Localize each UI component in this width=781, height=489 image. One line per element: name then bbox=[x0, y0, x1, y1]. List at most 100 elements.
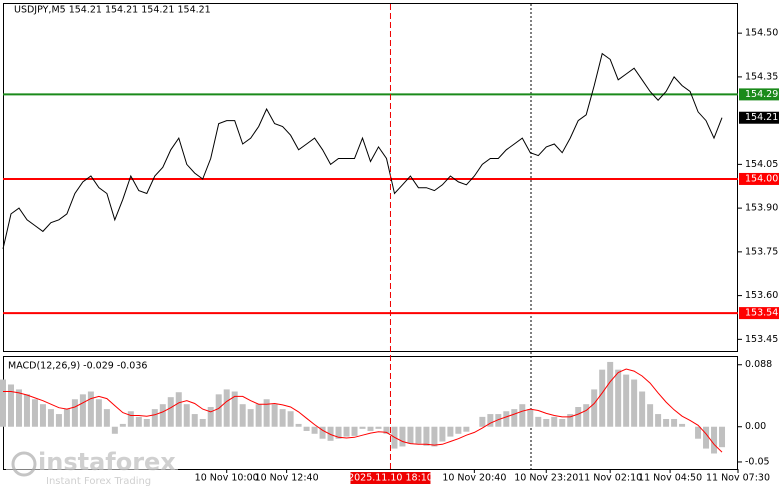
histogram-bar bbox=[63, 409, 70, 427]
level-label: 154.00 bbox=[745, 173, 778, 184]
histogram-bar bbox=[679, 423, 686, 427]
price-label: 154.21 bbox=[745, 112, 778, 123]
histogram-bar bbox=[671, 418, 678, 427]
y-tick-label: 154.35 bbox=[745, 71, 778, 82]
histogram-bar bbox=[479, 416, 486, 427]
histogram-bar bbox=[487, 414, 494, 427]
histogram-bar bbox=[71, 399, 78, 427]
y-tick-label: 153.60 bbox=[745, 290, 778, 301]
watermark-logo bbox=[11, 451, 37, 477]
histogram-bar bbox=[399, 426, 406, 447]
histogram-bar bbox=[551, 416, 558, 427]
histogram-bar bbox=[591, 389, 598, 427]
histogram-bar bbox=[511, 409, 518, 427]
y-tick-label: 153.45 bbox=[745, 334, 778, 345]
histogram-bar bbox=[295, 423, 302, 427]
histogram-bar bbox=[239, 404, 246, 427]
histogram-bar bbox=[711, 426, 718, 454]
histogram-bar bbox=[39, 404, 46, 427]
histogram-bar bbox=[7, 384, 14, 427]
histogram-bar bbox=[103, 409, 110, 427]
histogram-bar bbox=[327, 426, 334, 441]
histogram-bar bbox=[519, 404, 526, 427]
histogram-bar bbox=[111, 426, 118, 434]
histogram-bar bbox=[503, 411, 510, 427]
histogram-bar bbox=[415, 426, 422, 444]
histogram-bar bbox=[183, 404, 190, 427]
histogram-bar bbox=[567, 414, 574, 427]
histogram-bar bbox=[575, 407, 582, 427]
x-tick-label: 10 Nov 10:00 bbox=[195, 473, 259, 484]
x-tick-label: 10 Nov 23:20 bbox=[514, 473, 578, 484]
histogram-bar bbox=[159, 404, 166, 427]
histogram-bar bbox=[695, 426, 702, 439]
histogram-bar bbox=[343, 426, 350, 437]
histogram-bar bbox=[495, 414, 502, 427]
histogram-bar bbox=[87, 391, 94, 427]
histogram-bar bbox=[319, 426, 326, 439]
histogram-bar bbox=[599, 369, 606, 427]
histogram-bar bbox=[447, 426, 454, 437]
y-tick-label: 154.05 bbox=[745, 159, 778, 170]
histogram-bar bbox=[247, 409, 254, 427]
histogram-bar bbox=[223, 389, 230, 427]
level-tag bbox=[739, 307, 779, 320]
x-tick-label: 11 Nov 02:10 bbox=[578, 473, 642, 484]
y-tick-label: 153.75 bbox=[745, 246, 778, 257]
histogram-bar bbox=[151, 409, 158, 427]
histogram-bar bbox=[527, 409, 534, 427]
signal-line bbox=[3, 368, 723, 453]
watermark-brand: instaforex bbox=[38, 448, 176, 476]
histogram-bar bbox=[423, 426, 430, 446]
histogram-bar bbox=[199, 418, 206, 427]
histogram-bar bbox=[231, 391, 238, 427]
histogram-bar bbox=[367, 426, 374, 431]
histogram-bar bbox=[559, 418, 566, 427]
histogram-bar bbox=[143, 418, 150, 427]
y-tick-label: -0.05 bbox=[745, 456, 770, 467]
cursor-tag bbox=[350, 472, 431, 484]
histogram-bar bbox=[615, 369, 622, 427]
histogram-bar bbox=[47, 409, 54, 427]
histogram-bar bbox=[543, 418, 550, 427]
histogram-bar bbox=[15, 389, 22, 427]
y-tick-label: 0.088 bbox=[745, 359, 772, 370]
histogram-bar bbox=[535, 416, 542, 427]
histogram-bar bbox=[375, 426, 382, 429]
histogram-bar bbox=[215, 394, 222, 427]
watermark: instaforex Instant Forex Trading bbox=[6, 447, 178, 487]
histogram-bar bbox=[31, 399, 38, 427]
y-tick-label: 0.00 bbox=[745, 421, 766, 432]
histogram-bar bbox=[351, 426, 358, 436]
histogram-bar bbox=[79, 394, 86, 427]
histogram-bar bbox=[255, 404, 262, 427]
watermark-tagline: Instant Forex Trading bbox=[46, 476, 151, 487]
histogram-bar bbox=[335, 426, 342, 439]
histogram-bar bbox=[271, 404, 278, 427]
histogram-bar bbox=[23, 394, 30, 427]
histogram-bar bbox=[463, 426, 470, 432]
cursor-label: 2025.11.10 18:10 bbox=[348, 473, 433, 484]
histogram-bar bbox=[607, 361, 614, 427]
x-tick-label: 10 Nov 20:40 bbox=[442, 473, 506, 484]
histogram-bar bbox=[119, 423, 126, 427]
histogram-bar bbox=[287, 411, 294, 427]
histogram-bar bbox=[407, 426, 414, 444]
histogram-bar bbox=[191, 414, 198, 427]
histogram-bar bbox=[207, 407, 214, 427]
x-tick-label: 11 Nov 04:50 bbox=[638, 473, 702, 484]
level-label: 154.29 bbox=[745, 89, 778, 100]
histogram-bar bbox=[639, 391, 646, 427]
histogram-bar bbox=[135, 416, 142, 427]
histogram-bar bbox=[0, 379, 6, 427]
histogram-bar bbox=[431, 426, 438, 447]
x-tick-label: 10 Nov 12:40 bbox=[255, 473, 319, 484]
x-tick-label: 11 Nov 07:30 bbox=[706, 473, 770, 484]
histogram-bar bbox=[127, 411, 134, 427]
histogram-bar bbox=[455, 426, 462, 434]
y-tick-label: 153.90 bbox=[745, 203, 778, 214]
y-tick-label: 154.50 bbox=[745, 28, 778, 39]
histogram-bar bbox=[647, 404, 654, 427]
histogram-bar bbox=[167, 397, 174, 427]
